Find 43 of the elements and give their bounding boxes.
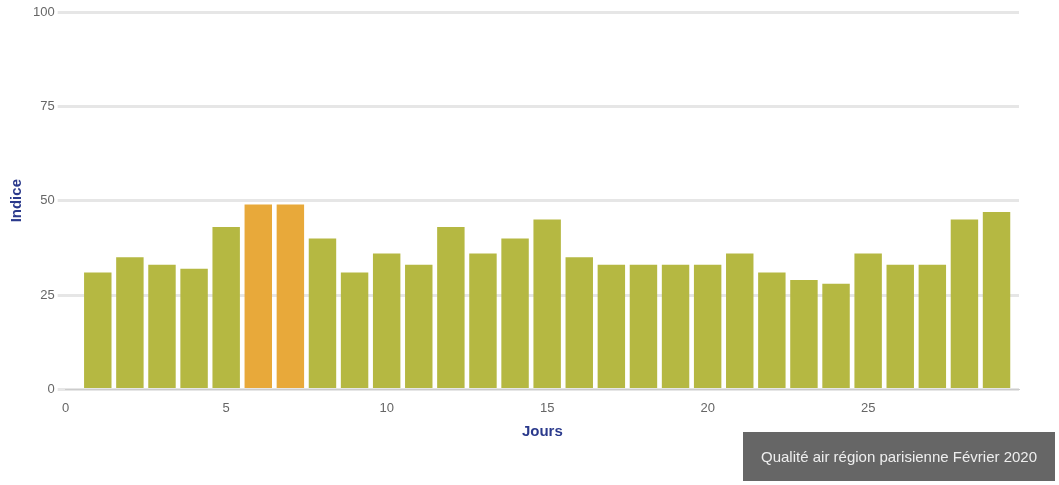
bar: [84, 272, 112, 388]
bar: [405, 264, 433, 388]
bar: [726, 253, 754, 388]
bar: [372, 253, 401, 388]
bar: [918, 264, 947, 388]
bar: [437, 227, 465, 388]
text: Qualité air région parisienne Février 2020: [743, 432, 1055, 481]
x-tick-label: 15: [539, 399, 555, 415]
bar: [469, 253, 497, 388]
y-tick-label: 50: [40, 192, 55, 208]
bar: [212, 227, 240, 388]
x-axis-title: Jours: [521, 422, 563, 440]
x-tick-label: 0: [62, 399, 70, 415]
bar: [244, 204, 272, 388]
bar: [180, 268, 208, 388]
bar: [276, 204, 305, 388]
x-tick-label: 20: [700, 399, 715, 415]
y-tick-label: 25: [40, 286, 55, 302]
bar: [565, 257, 593, 388]
bar: [629, 264, 658, 388]
bar: [501, 238, 529, 388]
y-axis-title: Indice: [7, 179, 25, 223]
x-tick-label: 25: [860, 399, 876, 415]
bar: [533, 219, 561, 388]
bar: [982, 212, 1011, 388]
bar: [597, 264, 626, 388]
bar: [340, 272, 369, 388]
bar: [308, 238, 337, 388]
bar: [148, 264, 176, 388]
bar: [693, 264, 722, 388]
bar: [822, 283, 850, 388]
bar: [854, 253, 882, 388]
bar: [758, 272, 786, 388]
bar: [116, 257, 144, 388]
y-tick-label: 0: [47, 380, 55, 396]
bar: [886, 264, 914, 388]
x-tick-label: 5: [222, 399, 230, 415]
x-tick-label: 10: [379, 399, 394, 415]
bar: [790, 279, 818, 388]
y-tick-label: 100: [32, 3, 55, 19]
bar: [950, 219, 979, 388]
y-tick-label: 75: [40, 97, 55, 113]
bar: [661, 264, 690, 388]
